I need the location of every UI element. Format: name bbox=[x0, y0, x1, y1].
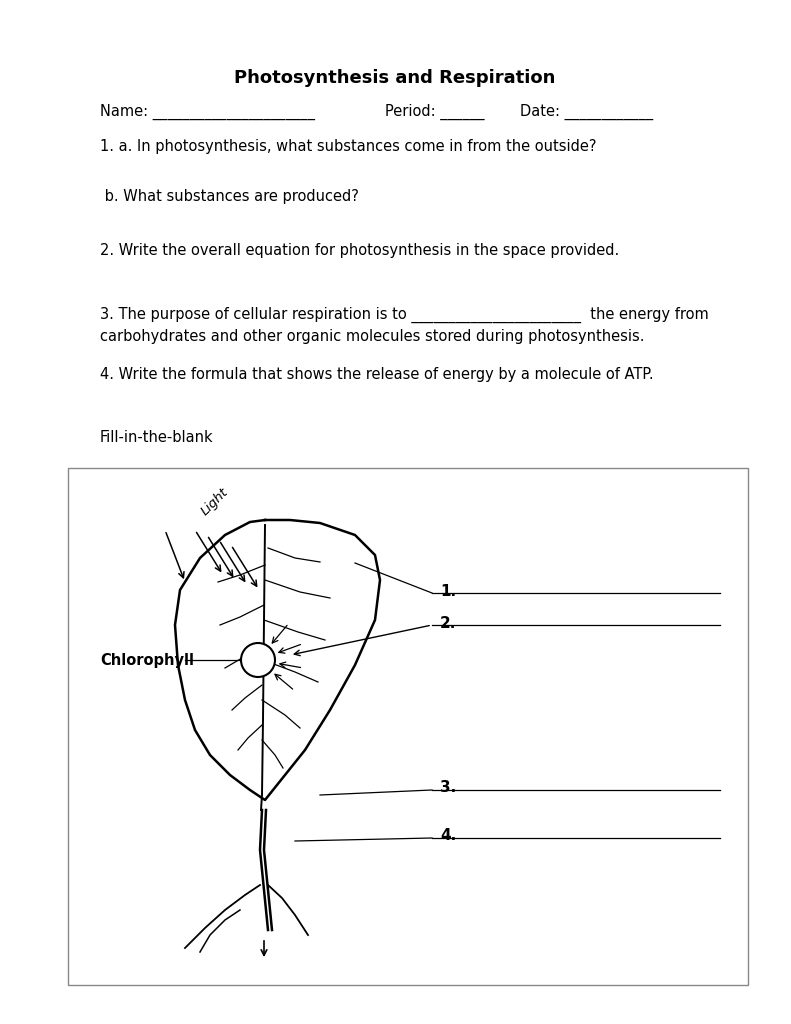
Text: carbohydrates and other organic molecules stored during photosynthesis.: carbohydrates and other organic molecule… bbox=[100, 330, 645, 344]
Text: 3.: 3. bbox=[440, 780, 456, 796]
Text: 4.: 4. bbox=[440, 828, 456, 844]
Text: Photosynthesis and Respiration: Photosynthesis and Respiration bbox=[234, 69, 556, 87]
Text: Light: Light bbox=[198, 485, 230, 518]
Text: Date: ____________: Date: ____________ bbox=[520, 103, 653, 120]
Text: 3. The purpose of cellular respiration is to _______________________  the energy: 3. The purpose of cellular respiration i… bbox=[100, 307, 709, 324]
Text: b. What substances are produced?: b. What substances are produced? bbox=[100, 188, 359, 204]
Text: Fill-in-the-blank: Fill-in-the-blank bbox=[100, 430, 214, 445]
Text: 1.: 1. bbox=[440, 584, 456, 598]
Text: 2.: 2. bbox=[440, 615, 456, 631]
Text: 2. Write the overall equation for photosynthesis in the space provided.: 2. Write the overall equation for photos… bbox=[100, 244, 619, 258]
Text: 4. Write the formula that shows the release of energy by a molecule of ATP.: 4. Write the formula that shows the rele… bbox=[100, 368, 653, 383]
Text: Chlorophyll: Chlorophyll bbox=[100, 652, 194, 668]
Text: Period: ______: Period: ______ bbox=[385, 103, 485, 120]
Bar bbox=[68, 468, 748, 985]
Circle shape bbox=[241, 643, 275, 677]
Text: Name: ______________________: Name: ______________________ bbox=[100, 103, 315, 120]
Text: 1. a. In photosynthesis, what substances come in from the outside?: 1. a. In photosynthesis, what substances… bbox=[100, 138, 596, 154]
